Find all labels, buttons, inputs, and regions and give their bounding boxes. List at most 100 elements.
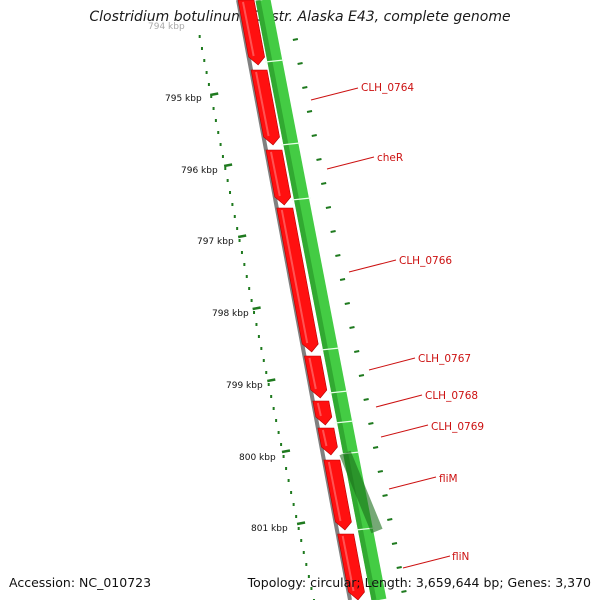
forward-gene-arrow	[317, 427, 338, 456]
scale-tick	[223, 163, 233, 168]
track-tick	[311, 134, 317, 137]
forward-gene-arrow	[237, 0, 265, 66]
track-tick	[372, 446, 379, 449]
scale-label: 795 kbp	[165, 94, 202, 104]
scale-tick	[267, 378, 276, 383]
track-tick	[368, 422, 374, 425]
scale-tick	[281, 449, 291, 454]
gene-highlight	[321, 429, 328, 447]
track-tick	[339, 278, 346, 281]
track-tick	[316, 158, 322, 161]
ruler-dot	[272, 407, 275, 410]
leader-line	[402, 555, 451, 569]
gene-boundary	[264, 59, 285, 63]
gene-boundary	[320, 347, 340, 351]
scale-labels: 794 kbp 795 kbp 796 kbp 797 kbp 798 kbp …	[148, 22, 288, 534]
track-tick	[382, 494, 388, 497]
ruler-dot	[238, 239, 241, 242]
accession-text: Accession: NC_010723	[9, 575, 152, 590]
track-tick	[349, 326, 355, 329]
ruler-dot	[257, 335, 260, 338]
leader-line	[380, 424, 429, 438]
ruler-dot	[282, 455, 285, 458]
forward-gene-arrow	[337, 533, 365, 600]
scale-label: 800 kbp	[239, 453, 276, 463]
gene-boundary	[334, 420, 354, 424]
reverse-strand-shade	[255, 0, 377, 600]
gene-boundary	[280, 142, 301, 146]
ruler-dot	[310, 587, 313, 590]
ruler-dot	[205, 71, 208, 74]
ruler-dot	[240, 251, 243, 254]
scale-label: 801 kbp	[251, 524, 288, 534]
gene-label-clh0767[interactable]: CLH_0767	[418, 353, 471, 365]
ruler-dot	[214, 119, 217, 122]
track-tick	[354, 350, 360, 353]
scale-ticks	[210, 92, 306, 526]
ruler-dot	[221, 155, 224, 158]
gene-label-clh0769[interactable]: CLH_0769	[431, 421, 484, 433]
map-title: Clostridium botulinum E3 str. Alaska E43…	[89, 9, 511, 25]
ruler-dot	[275, 419, 278, 422]
ruler-dot	[217, 131, 220, 134]
leader-line	[375, 394, 423, 408]
ruler-dot	[207, 83, 210, 86]
scale-tick	[252, 306, 261, 311]
gene-label-cher[interactable]: cheR	[377, 152, 403, 164]
track-tick	[335, 254, 341, 257]
ruler-dot	[262, 359, 265, 362]
ruler-dot	[224, 167, 227, 170]
track-tick	[358, 374, 365, 377]
gene-highlight	[270, 151, 281, 197]
track-tick	[292, 38, 299, 41]
ruler-dot	[295, 515, 298, 518]
ruler-dot	[245, 275, 248, 278]
track-tick	[302, 86, 308, 89]
track-tick	[363, 398, 369, 401]
gene-label-clh0766[interactable]: CLH_0766	[399, 255, 452, 267]
gene-label-clh0768[interactable]: CLH_0768	[425, 390, 478, 402]
gene-highlight	[327, 461, 342, 522]
ruler-dot	[280, 443, 283, 446]
scale-tick	[296, 521, 306, 526]
leader-line	[326, 156, 375, 170]
ruler-dot	[198, 35, 201, 38]
gene-labels: CLH_0764 cheR CLH_0766 CLH_0767 CLH_0768…	[310, 82, 484, 569]
topology-summary: Topology: circular; Length: 3,659,644 bp…	[247, 575, 591, 590]
ruler-dot	[297, 527, 300, 530]
forward-gene-arrow	[250, 69, 280, 146]
gene-label-flim[interactable]: fliM	[439, 473, 458, 485]
gene-boundary	[291, 197, 311, 201]
reverse-gene-dark	[339, 450, 383, 534]
leader-line	[310, 87, 359, 101]
gene-highlight	[280, 209, 309, 344]
track-tick	[391, 542, 398, 545]
ruler-dot	[277, 431, 280, 434]
track-tick	[325, 206, 332, 209]
ruler-dot	[285, 467, 288, 470]
ruler-dot	[250, 299, 253, 302]
ruler-dot	[253, 311, 256, 314]
track-tick	[306, 110, 313, 113]
track-tick	[377, 470, 384, 473]
ruler-dot	[229, 191, 232, 194]
ruler-dot	[270, 395, 273, 398]
scale-tick	[210, 92, 219, 97]
ruler-dot	[290, 491, 293, 494]
ruler-dot	[255, 323, 258, 326]
ruler-dot	[300, 539, 303, 542]
gene-label-clh0764[interactable]: CLH_0764	[361, 82, 414, 94]
gene-highlight	[242, 1, 255, 57]
gene-highlight	[316, 402, 322, 417]
ruler-dot	[302, 551, 305, 554]
ruler-dot	[236, 227, 239, 230]
ruler-dot	[233, 215, 236, 218]
gene-highlight	[255, 71, 270, 137]
ruler-dot	[219, 143, 222, 146]
gene-boundary	[328, 390, 349, 394]
scale-tick	[237, 234, 247, 239]
gene-label-flin[interactable]: fliN	[452, 551, 469, 563]
track-tick	[320, 182, 327, 185]
ruler-dot	[226, 179, 229, 182]
ruler-dot	[212, 107, 215, 110]
